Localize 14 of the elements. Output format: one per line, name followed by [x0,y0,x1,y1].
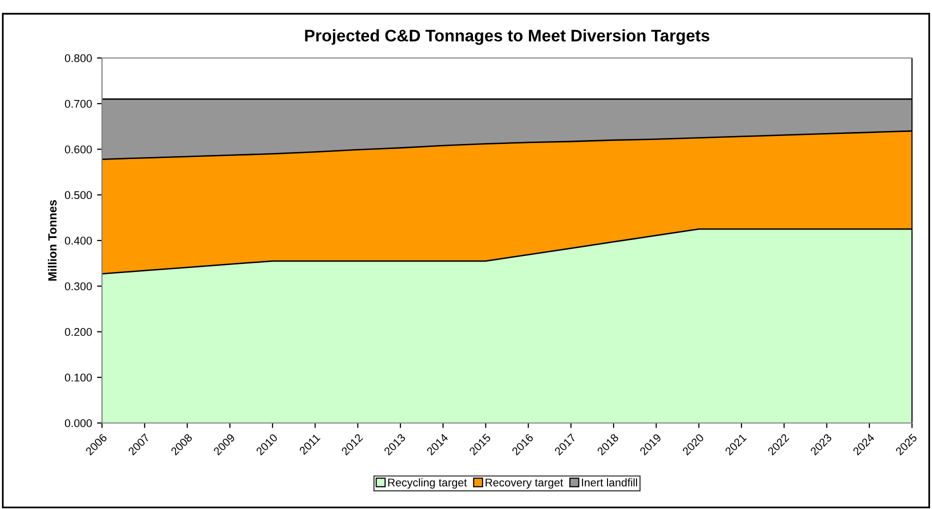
y-tick-label: 0.200 [64,328,92,336]
legend-label: Inert landfill [582,478,638,486]
chart-title: Projected C&D Tonnages to Meet Diversion Targets [305,29,710,45]
y-axis-title: Million Tonnes [48,200,57,281]
y-tick-label: 0.300 [64,282,92,290]
y-tick-label: 0.000 [64,419,92,428]
y-tick-label: 0.400 [64,236,92,245]
y-tick-label: 0.700 [64,100,92,108]
y-tick-label: 0.100 [64,374,92,382]
y-tick-label: 0.600 [64,146,92,154]
y-tick-label: 0.500 [64,191,92,200]
legend-label: Recycling target [388,478,467,489]
legend-label: Recovery target [486,478,564,489]
y-tick-label: 0.800 [64,54,92,62]
